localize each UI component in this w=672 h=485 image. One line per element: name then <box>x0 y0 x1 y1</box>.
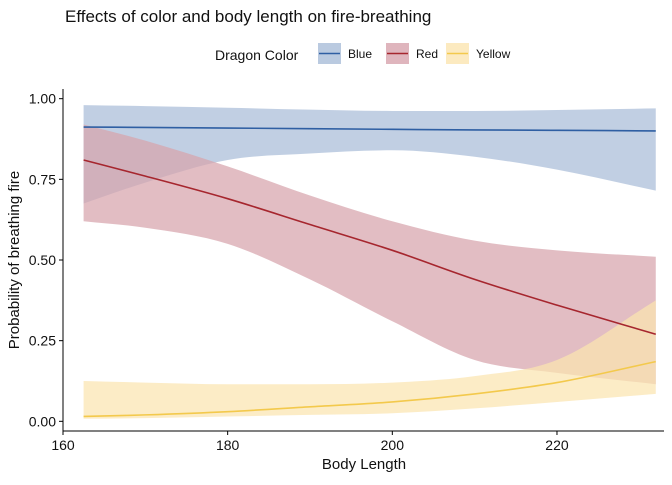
y-tick-label: 0.75 <box>29 171 56 187</box>
y-tick-label: 0.00 <box>29 413 56 429</box>
axes: 160 180 200 220 0.00 0.25 0.50 0.75 1.00 <box>29 89 664 453</box>
x-ticks: 160 180 200 220 <box>51 431 569 453</box>
series-line-red <box>83 159 656 335</box>
x-tick-label: 220 <box>545 437 569 453</box>
legend: Dragon Color Blue Red Yellow <box>215 43 511 64</box>
confidence-band-red <box>83 124 656 385</box>
legend-item-yellow: Yellow <box>446 43 511 64</box>
legend-title: Dragon Color <box>215 47 299 63</box>
y-ticks: 0.00 0.25 0.50 0.75 1.00 <box>29 91 63 429</box>
y-axis-label: Probability of breathing fire <box>6 171 23 349</box>
series-line-blue <box>83 126 656 132</box>
legend-label-yellow: Yellow <box>476 47 511 61</box>
y-tick-label: 0.50 <box>29 252 56 268</box>
x-axis-label: Body Length <box>322 456 406 473</box>
legend-item-blue: Blue <box>318 43 372 64</box>
x-tick-label: 180 <box>216 437 240 453</box>
x-tick-label: 160 <box>51 437 75 453</box>
series-line-yellow <box>83 360 656 418</box>
legend-label-red: Red <box>416 47 438 61</box>
y-tick-label: 0.25 <box>29 333 56 349</box>
series-lines <box>83 126 656 418</box>
y-tick-label: 1.00 <box>29 91 56 107</box>
x-tick-label: 200 <box>381 437 405 453</box>
chart-title: Effects of color and body length on fire… <box>65 7 431 26</box>
legend-items: Blue Red Yellow <box>318 43 511 64</box>
legend-item-red: Red <box>386 43 438 64</box>
legend-label-blue: Blue <box>348 47 372 61</box>
confidence-bands <box>83 105 656 419</box>
